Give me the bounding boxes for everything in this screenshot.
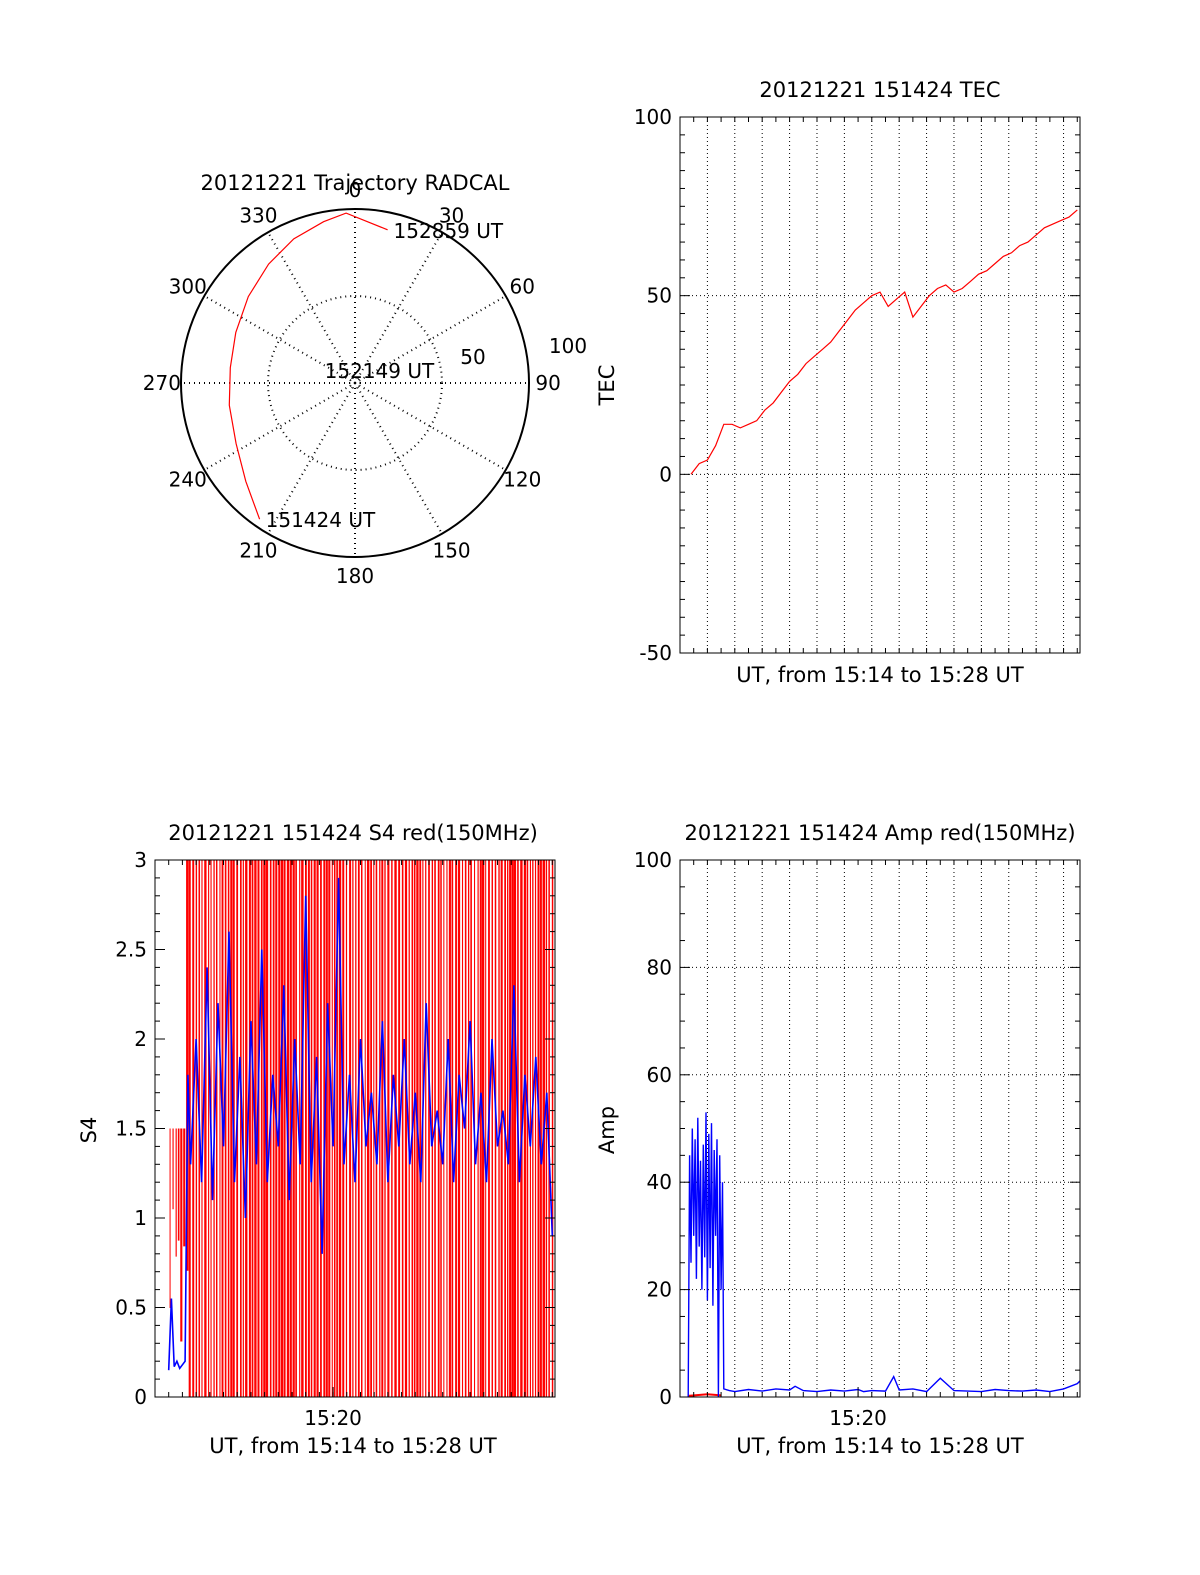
tec-ylabel: TEC: [595, 365, 619, 407]
s4-blue-line: [167, 877, 554, 1371]
polar-annotation: 151424 UT: [266, 508, 376, 532]
polar-ring: [267, 295, 443, 471]
polar-angle-label: 90: [535, 371, 560, 395]
y-tick-label: 0: [659, 462, 672, 486]
y-tick-label: 1: [134, 1206, 147, 1230]
amp-xlabel: UT, from 15:14 to 15:28 UT: [736, 1434, 1024, 1458]
polar-angle-label: 60: [510, 274, 535, 298]
amp-plot: 20121221 151424 Amp red(150MHz) 0 20 40 60 8…: [595, 821, 1081, 1458]
polar-angle-label: 150: [432, 538, 470, 562]
s4-ticks: 0 0.5 1 1.5 2 2.5 3 15:20: [115, 848, 555, 1430]
s4-series: [167, 860, 554, 1397]
s4-ylabel: S4: [77, 1117, 101, 1144]
polar-spoke: [354, 382, 443, 535]
polar-annotation: 152859 UT: [394, 219, 504, 243]
polar-radial-label: 100: [549, 334, 587, 358]
polar-angle-label: 0: [349, 178, 362, 202]
tec-title: 20121221 151424 TEC: [759, 78, 1000, 102]
polar-series: [228, 212, 388, 520]
polar-angle-label: 120: [503, 468, 541, 492]
polar-spoke: [354, 295, 507, 384]
polar-spoke: [203, 295, 356, 384]
polar-angle-label: 300: [169, 274, 207, 298]
amp-grid: [680, 859, 1080, 1398]
s4-plot: 20121221 151424 S4 red(150MHz) 0 0.5 1 1.5 2…: [77, 821, 556, 1458]
polar-angle-label: 270: [143, 371, 181, 395]
y-tick-label: 50: [647, 284, 672, 308]
polar-spoke: [354, 382, 507, 471]
y-tick-label: -50: [639, 641, 672, 665]
tec-plot: 20121221 151424 TEC -50 0 50 100 TEC UT, fr…: [595, 78, 1081, 687]
polar-outer-circle: [180, 208, 530, 558]
polar-spoke: [203, 382, 356, 471]
y-tick-label: 0: [659, 1385, 672, 1409]
amp-title: 20121221 151424 Amp red(150MHz): [684, 821, 1075, 845]
polar-spoke: [354, 231, 443, 384]
y-tick-label: 60: [647, 1063, 672, 1087]
polar-radial-label: 50: [460, 345, 485, 369]
amp-ylabel: Amp: [595, 1106, 619, 1154]
polar-trajectory-line: [228, 212, 388, 520]
amp-plot-frame: [679, 859, 1081, 1398]
y-tick-label: 1.5: [115, 1117, 147, 1141]
amp-red-line: [688, 1393, 722, 1397]
polar-angle-label: 180: [336, 564, 374, 588]
amp-ticks: 0 20 40 60 80 100 15:20: [634, 848, 1080, 1430]
polar-title: 20121221 Trajectory RADCAL: [201, 171, 510, 195]
y-tick-label: 100: [634, 105, 672, 129]
tec-line: [690, 209, 1078, 475]
x-tick-label: 15:20: [829, 1406, 887, 1430]
tec-xlabel: UT, from 15:14 to 15:28 UT: [736, 663, 1024, 687]
polar-trajectory-plot: 20121221 Trajectory RADCAL 0 30 60 90 120 150…: [143, 171, 587, 588]
y-tick-label: 0: [134, 1385, 147, 1409]
amp-series: [687, 1112, 1081, 1398]
polar-angle-label: 30: [439, 204, 464, 228]
polar-radial-labels: 50 100: [460, 334, 587, 369]
tec-ticks: -50 0 50 100: [634, 105, 1080, 665]
y-tick-label: 20: [647, 1278, 672, 1302]
y-tick-label: 0.5: [115, 1296, 147, 1320]
polar-spoke: [267, 382, 356, 535]
polar-angle-label: 210: [239, 538, 277, 562]
polar-annotation: 152149 UT: [325, 359, 435, 383]
tec-grid: [680, 116, 1080, 654]
y-tick-label: 2: [134, 1027, 147, 1051]
s4-title: 20121221 151424 S4 red(150MHz): [168, 821, 538, 845]
polar-grid: [181, 209, 529, 557]
s4-xlabel: UT, from 15:14 to 15:28 UT: [209, 1434, 497, 1458]
y-tick-label: 3: [134, 848, 147, 872]
polar-annotations: 152859 UT 152149 UT 151424 UT: [266, 219, 504, 532]
polar-spoke: [267, 231, 356, 384]
y-tick-label: 2.5: [115, 938, 147, 962]
x-tick-label: 15:20: [304, 1406, 362, 1430]
polar-angle-label: 240: [169, 468, 207, 492]
y-tick-label: 100: [634, 848, 672, 872]
y-tick-label: 80: [647, 955, 672, 979]
amp-blue-line: [687, 1112, 1081, 1398]
polar-angle-labels: 0 30 60 90 120 150 180 210 240 270 300 330: [143, 178, 561, 588]
polar-angle-label: 330: [239, 204, 277, 228]
tec-series: [690, 209, 1078, 475]
y-tick-label: 40: [647, 1170, 672, 1194]
tec-plot-frame: [679, 116, 1081, 654]
